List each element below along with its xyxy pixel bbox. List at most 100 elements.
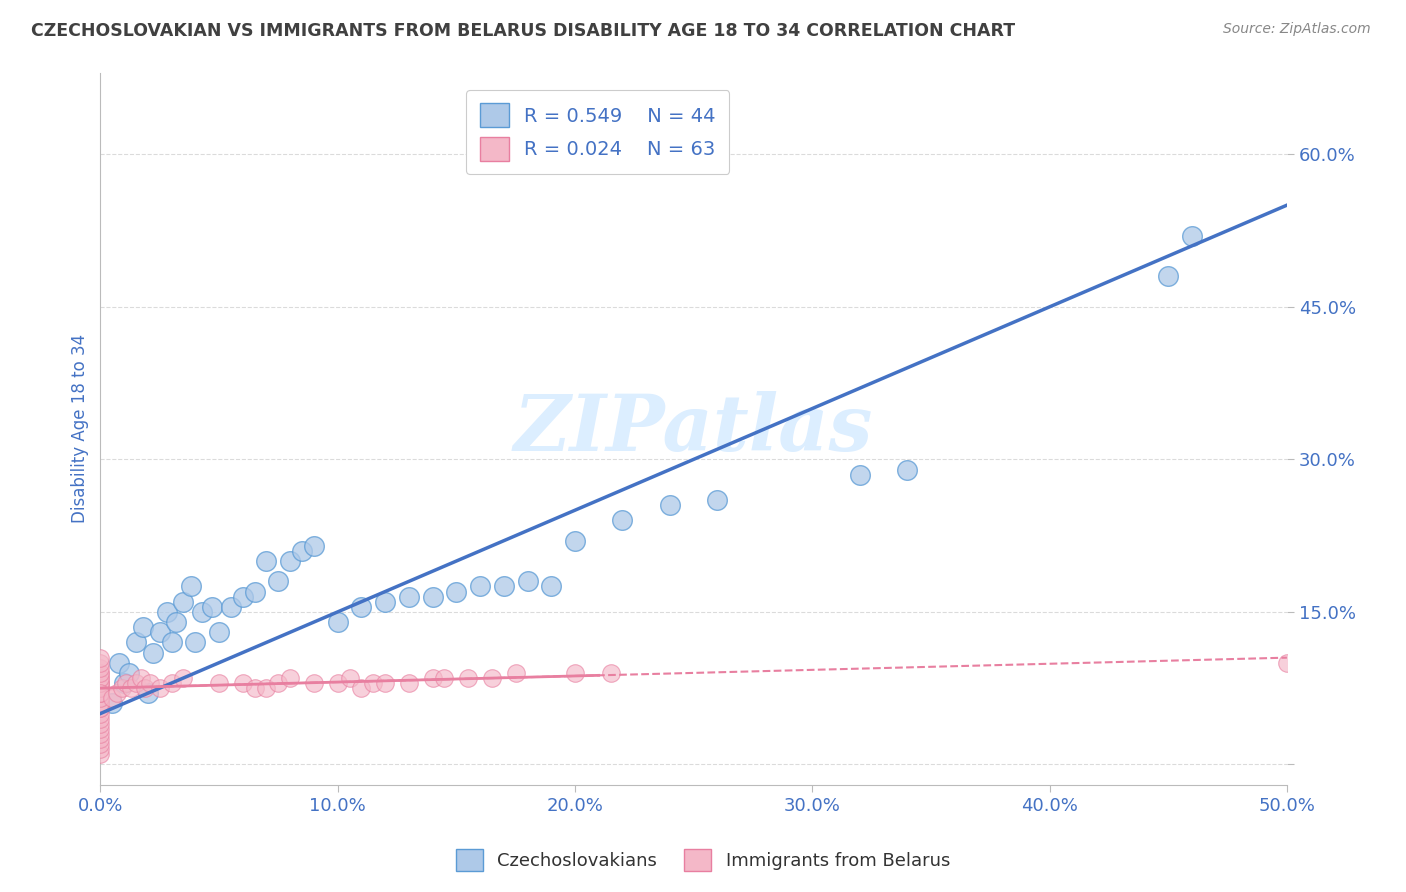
Point	[267, 676, 290, 690]
Point	[278, 554, 301, 568]
Point	[139, 676, 162, 690]
Point	[374, 676, 396, 690]
Point	[89, 697, 111, 711]
Point	[540, 579, 562, 593]
Point	[89, 650, 111, 665]
Point	[481, 671, 503, 685]
Point	[160, 635, 183, 649]
Point	[111, 681, 134, 695]
Point	[219, 599, 242, 614]
Point	[1275, 656, 1298, 670]
Point	[89, 686, 111, 700]
Point	[89, 691, 111, 706]
Point	[89, 671, 111, 685]
Point	[232, 590, 254, 604]
Point	[339, 671, 361, 685]
Point	[172, 671, 194, 685]
Point	[256, 681, 278, 695]
Point	[89, 671, 111, 685]
Point	[361, 676, 384, 690]
Point	[89, 701, 111, 715]
Y-axis label: Disability Age 18 to 34: Disability Age 18 to 34	[72, 334, 89, 524]
Point	[564, 665, 586, 680]
Point	[564, 533, 586, 548]
Point	[267, 574, 290, 589]
Point	[101, 691, 124, 706]
Point	[134, 681, 156, 695]
Point	[398, 676, 420, 690]
Point	[89, 742, 111, 756]
Legend: Czechoslovakians, Immigrants from Belarus: Czechoslovakians, Immigrants from Belaru…	[449, 842, 957, 879]
Point	[468, 579, 491, 593]
Point	[612, 513, 634, 527]
Point	[101, 697, 124, 711]
Point	[149, 681, 172, 695]
Point	[89, 731, 111, 746]
Point	[422, 671, 444, 685]
Point	[291, 544, 314, 558]
Point	[89, 727, 111, 741]
Point	[208, 625, 231, 640]
Point	[398, 590, 420, 604]
Point	[172, 595, 194, 609]
Point	[89, 706, 111, 721]
Point	[302, 539, 325, 553]
Point	[125, 635, 148, 649]
Point	[165, 615, 187, 629]
Text: ZIPatlas: ZIPatlas	[515, 391, 873, 467]
Point	[599, 665, 621, 680]
Point	[422, 590, 444, 604]
Point	[374, 595, 396, 609]
Point	[89, 697, 111, 711]
Point	[505, 665, 527, 680]
Point	[156, 605, 179, 619]
Point	[89, 691, 111, 706]
Point	[243, 584, 266, 599]
Point	[326, 615, 349, 629]
Point	[136, 686, 159, 700]
Point	[191, 605, 214, 619]
Point	[89, 656, 111, 670]
Point	[89, 716, 111, 731]
Point	[129, 671, 152, 685]
Point	[115, 676, 138, 690]
Point	[89, 676, 111, 690]
Point	[848, 467, 870, 482]
Point	[160, 676, 183, 690]
Point	[516, 574, 538, 589]
Point	[180, 579, 202, 593]
Point	[89, 701, 111, 715]
Point	[1181, 228, 1204, 243]
Point	[112, 676, 135, 690]
Point	[658, 498, 681, 512]
Point	[350, 681, 373, 695]
Point	[278, 671, 301, 685]
Point	[149, 625, 172, 640]
Point	[433, 671, 456, 685]
Point	[89, 722, 111, 736]
Point	[232, 676, 254, 690]
Text: CZECHOSLOVAKIAN VS IMMIGRANTS FROM BELARUS DISABILITY AGE 18 TO 34 CORRELATION C: CZECHOSLOVAKIAN VS IMMIGRANTS FROM BELAR…	[31, 22, 1015, 40]
Point	[89, 681, 111, 695]
Legend: R = 0.549    N = 44, R = 0.024    N = 63: R = 0.549 N = 44, R = 0.024 N = 63	[465, 90, 730, 174]
Point	[326, 676, 349, 690]
Point	[118, 665, 141, 680]
Point	[208, 676, 231, 690]
Point	[89, 747, 111, 762]
Point	[492, 579, 515, 593]
Point	[89, 661, 111, 675]
Point	[184, 635, 207, 649]
Point	[243, 681, 266, 695]
Point	[89, 676, 111, 690]
Point	[89, 737, 111, 751]
Point	[89, 665, 111, 680]
Point	[120, 681, 142, 695]
Point	[446, 584, 468, 599]
Point	[89, 676, 111, 690]
Point	[89, 686, 111, 700]
Point	[457, 671, 479, 685]
Point	[89, 681, 111, 695]
Point	[89, 712, 111, 726]
Point	[105, 686, 128, 700]
Point	[142, 646, 165, 660]
